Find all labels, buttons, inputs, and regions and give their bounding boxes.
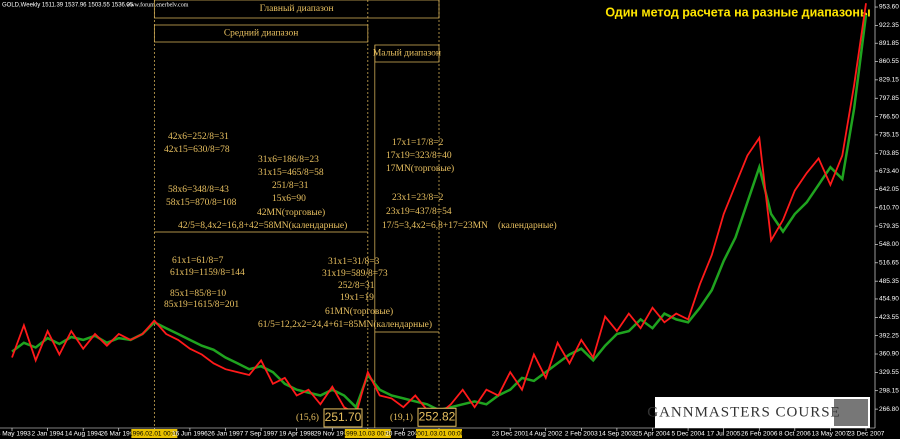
annotation: (15,6) bbox=[296, 412, 319, 423]
x-tick-label: 5 Dec 2004 bbox=[671, 431, 705, 438]
annotation: 42x6=252/8=31 bbox=[168, 132, 229, 142]
annotation: 17/5=3,4x2=6,8+17=23MN bbox=[382, 221, 488, 231]
y-tick-label: 423.55 bbox=[879, 314, 899, 321]
range-box bbox=[153, 24, 369, 43]
y-tick-label: 797.85 bbox=[879, 95, 899, 102]
x-tick-label: 23 Dec 2007 bbox=[848, 431, 885, 438]
annotation: 61/5=12,2x2=24,4+61=85MN(календарные) bbox=[258, 319, 432, 330]
logo-photo bbox=[834, 399, 868, 426]
annotation: 19x1=19 bbox=[340, 293, 374, 303]
annotation: 85x1=85/8=10 bbox=[170, 289, 226, 299]
y-tick-label: 485.35 bbox=[879, 278, 899, 285]
annotation: 42MN(торговые) bbox=[257, 207, 325, 218]
watermark: www.forum.enerbelv.com bbox=[126, 1, 189, 8]
annotation: 31x6=186/8=23 bbox=[258, 155, 319, 165]
y-tick-label: 266.80 bbox=[879, 406, 899, 413]
x-tick-label: 17 Jul 2005 bbox=[707, 431, 741, 438]
y-tick-label: 298.15 bbox=[879, 387, 899, 394]
x-tick-label: 16 Jun 1996 bbox=[172, 431, 208, 438]
annotation: 17MN(торговые) bbox=[386, 163, 454, 174]
x-tick-label: 8 Oct 2006 bbox=[779, 431, 811, 438]
y-tick-label: 454.90 bbox=[879, 296, 899, 303]
annotation: 15x6=90 bbox=[272, 194, 306, 204]
x-tick-label: 13 May 2007 bbox=[812, 431, 850, 438]
annotation: 85x19=1615/8=201 bbox=[164, 300, 239, 310]
x-tick-label: 1999.10.03 00:00 bbox=[343, 431, 394, 438]
y-tick-label: 953.60 bbox=[879, 4, 899, 11]
annotation: 61x1=61/8=7 bbox=[172, 256, 224, 266]
y-tick-label: 579.35 bbox=[879, 223, 899, 230]
x-tick-label: 2 Jan 1994 bbox=[31, 431, 64, 438]
chart-title: Один метод расчета на разные диапазоны bbox=[605, 5, 870, 19]
x-tick-label: 19 Apr 1998 bbox=[279, 431, 314, 438]
annotation: 17x1=17/8=2 bbox=[392, 138, 444, 148]
y-tick-label: 392.25 bbox=[879, 332, 899, 339]
x-tick-label: 25 Apr 2004 bbox=[635, 431, 670, 438]
y-tick-label: 673.40 bbox=[879, 168, 899, 175]
x-tick-label: 29 Nov 1998 bbox=[314, 431, 351, 438]
x-tick-label: 2001.03.01 00:00 bbox=[414, 431, 465, 438]
annotation: 58x15=870/8=108 bbox=[166, 198, 237, 208]
range-box bbox=[374, 44, 440, 63]
y-tick-label: 766.50 bbox=[879, 113, 899, 120]
annotation: 31x19=589/8=73 bbox=[322, 269, 388, 279]
range-header: Средний диапазон bbox=[224, 28, 298, 39]
annotation: 42x15=630/8=78 bbox=[164, 145, 230, 155]
annotation: (19,1) bbox=[390, 412, 413, 423]
symbol-info: GOLD,Weekly 1511.39 1537.96 1503.55 1536… bbox=[2, 3, 134, 9]
x-tick-label: 2 Feb 2003 bbox=[565, 431, 598, 438]
x-marker-bg bbox=[131, 429, 178, 438]
annotation: 252/8=31 bbox=[338, 281, 375, 291]
y-tick-label: 360.90 bbox=[879, 351, 899, 358]
x-tick-label: 7 Sep 1997 bbox=[244, 431, 278, 438]
y-tick-label: 860.55 bbox=[879, 58, 899, 65]
y-tick-label: 829.15 bbox=[879, 77, 899, 84]
annotation: 31x1=31/8=3 bbox=[328, 257, 380, 267]
annotation: 23x1=23/8=2 bbox=[392, 193, 444, 203]
x-tick-label: 23 May 1993 bbox=[0, 431, 31, 438]
x-tick-label: 23 Dec 2001 bbox=[492, 431, 529, 438]
x-tick-label: 14 Aug 1994 bbox=[65, 431, 102, 438]
y-tick-label: 922.35 bbox=[879, 22, 899, 29]
x-tick-label: 26 Jan 1997 bbox=[208, 431, 244, 438]
x-tick-label: 26 Mar 1995 bbox=[101, 431, 138, 438]
annotation: 42/5=8,4x2=16,8+42=58MN(календарные) bbox=[178, 220, 347, 231]
logo: GANNMASTERS COURSE bbox=[647, 404, 840, 420]
annotation: (календарные) bbox=[498, 220, 557, 231]
y-tick-label: 610.70 bbox=[879, 204, 899, 211]
y-tick-label: 735.15 bbox=[879, 132, 899, 139]
annotation: 23x19=437/8=54 bbox=[386, 207, 452, 217]
y-tick-label: 516.65 bbox=[879, 260, 899, 267]
y-tick-label: 642.05 bbox=[879, 186, 899, 193]
y-tick-label: 703.85 bbox=[879, 150, 899, 157]
annotation: 17x19=323/8=40 bbox=[386, 151, 452, 161]
x-tick-label: 20 Feb 2000 bbox=[385, 431, 422, 438]
y-tick-label: 891.85 bbox=[879, 40, 899, 47]
range-box bbox=[153, 0, 440, 19]
price-label: 251.70 bbox=[325, 410, 362, 424]
price-label-box bbox=[323, 408, 363, 428]
annotation: 31x15=465/8=58 bbox=[258, 168, 324, 178]
x-marker-bg bbox=[416, 429, 462, 438]
price-label: 252.82 bbox=[419, 409, 456, 423]
x-tick-label: 1996.02.01 00:00 bbox=[129, 431, 180, 438]
x-tick-label: 4 Aug 2002 bbox=[529, 431, 562, 438]
x-marker-bg bbox=[344, 429, 391, 438]
annotation: 251/8=31 bbox=[272, 181, 309, 191]
y-tick-label: 548.00 bbox=[879, 241, 899, 248]
annotation: 61x19=1159/8=144 bbox=[170, 268, 245, 278]
range-header: Малый диапазон bbox=[373, 48, 441, 59]
price-label-box bbox=[417, 407, 457, 427]
annotation: 58x6=348/8=43 bbox=[168, 185, 229, 195]
range-header: Главный диапазон bbox=[260, 3, 334, 14]
x-tick-label: 26 Feb 2006 bbox=[741, 431, 778, 438]
y-tick-label: 329.55 bbox=[879, 369, 899, 376]
annotation: 61MN(торговые) bbox=[325, 306, 393, 317]
x-tick-label: 14 Sep 2003 bbox=[598, 431, 635, 438]
